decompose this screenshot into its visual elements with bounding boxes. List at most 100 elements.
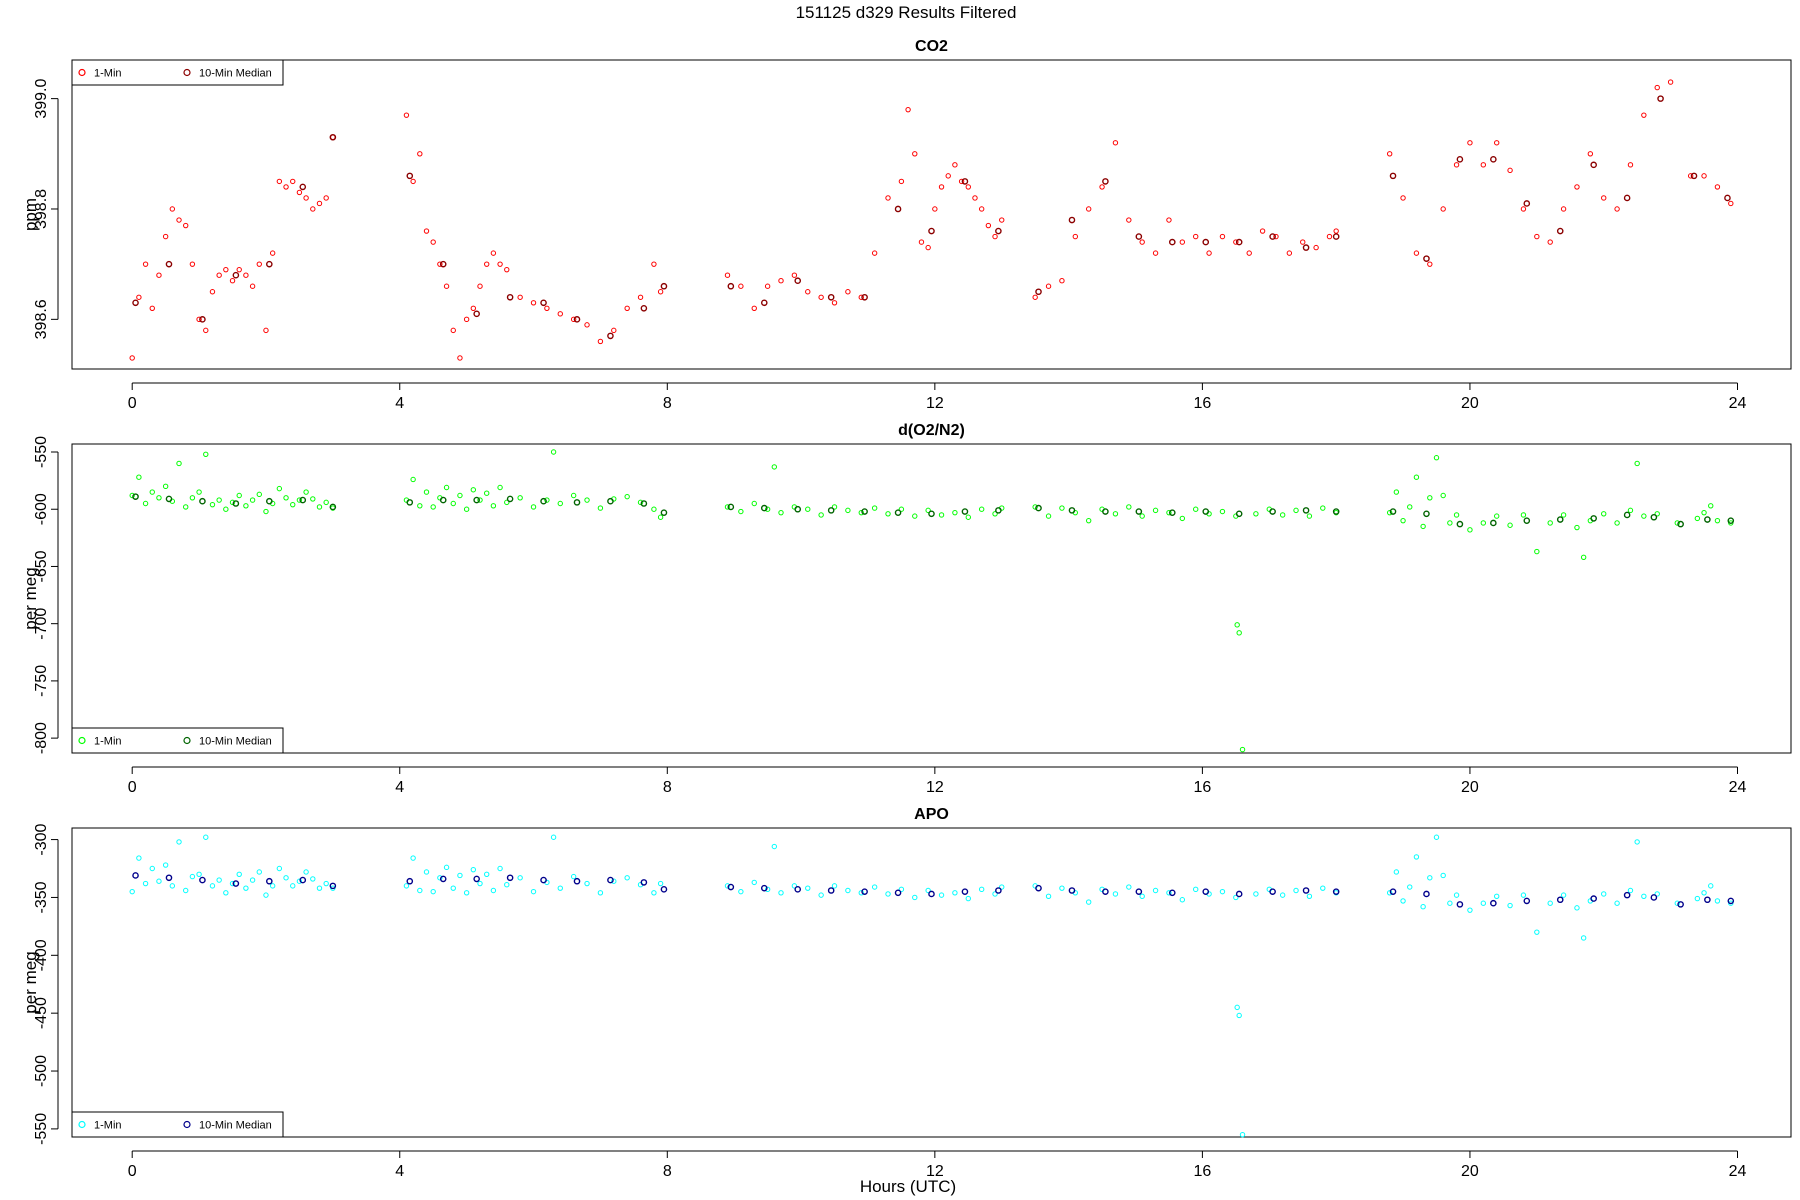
o2n2-point: [1112, 511, 1119, 517]
co2-point: [132, 299, 139, 307]
co2-point: [1300, 239, 1306, 245]
o2n2-point: [1068, 507, 1076, 514]
apo-point: [885, 891, 891, 897]
o2n2-point: [640, 500, 648, 507]
apo-point: [995, 887, 1002, 894]
co2-point: [1333, 228, 1339, 234]
co2-point: [136, 294, 142, 300]
o2n2-point: [760, 504, 768, 512]
co2-point: [129, 355, 135, 361]
o2n2-point: [299, 496, 307, 504]
co2-point: [1059, 278, 1065, 284]
apo-point: [1580, 935, 1587, 941]
o2n2-legend-label: 10-Min Median: [199, 736, 272, 748]
apo-point: [1179, 897, 1186, 903]
co2-point: [1313, 244, 1319, 251]
apo-point: [162, 862, 169, 868]
co2-x-tick-label: 8: [663, 395, 672, 412]
co2-point: [544, 305, 550, 312]
co2-point: [517, 294, 523, 300]
apo-point: [925, 887, 931, 894]
o2n2-x-tick-label: 20: [1461, 779, 1479, 796]
apo-point: [423, 869, 430, 875]
co2-point: [199, 316, 206, 323]
o2n2-point: [463, 506, 470, 512]
co2-point: [885, 195, 891, 201]
co2-point: [1534, 233, 1540, 240]
co2-point: [236, 266, 242, 273]
co2-panel-title: CO2: [915, 38, 948, 55]
apo-point: [189, 873, 196, 880]
apo-point: [149, 865, 155, 872]
o2n2-point: [439, 496, 447, 504]
o2n2-point: [978, 506, 985, 512]
apo-point: [831, 883, 838, 889]
apo-point: [1389, 888, 1397, 895]
o2n2-point: [1393, 489, 1400, 495]
co2-legend-label: 10-Min Median: [199, 68, 272, 80]
co2-point: [945, 173, 951, 179]
o2n2-point: [1420, 523, 1426, 530]
o2n2-point: [1580, 554, 1587, 560]
apo-point: [490, 887, 497, 894]
o2n2-point: [961, 508, 969, 515]
apo-point: [504, 882, 510, 888]
o2n2-point: [573, 499, 581, 506]
apo-point: [1574, 905, 1580, 911]
co2-point: [470, 305, 477, 312]
o2n2-point: [1166, 509, 1172, 516]
x-axis-label: Hours (UTC): [860, 1177, 956, 1196]
co2-point: [1690, 172, 1698, 180]
apo-y-tick-label: -550: [33, 1113, 50, 1145]
co2-point: [1467, 140, 1473, 146]
apo-point: [199, 876, 206, 884]
o2n2-point: [1433, 455, 1440, 461]
co2-point: [329, 133, 337, 141]
apo-point: [597, 890, 604, 896]
apo-point: [165, 874, 173, 882]
o2n2-panel-title: d(O2/N2): [898, 422, 965, 439]
o2n2-point: [1407, 504, 1413, 510]
apo-point: [1674, 900, 1680, 906]
apo-point: [249, 877, 256, 883]
o2n2-point: [1677, 520, 1684, 528]
o2n2-point: [871, 505, 878, 511]
apo-point: [727, 883, 735, 891]
co2-plot-frame: [71, 59, 1792, 370]
apo-point: [1694, 895, 1701, 902]
co2-point: [437, 261, 443, 267]
o2n2-point: [794, 505, 802, 513]
apo-point: [477, 880, 483, 887]
apo-point: [223, 890, 229, 896]
o2n2-point: [504, 499, 510, 506]
co2-point: [156, 272, 162, 278]
o2n2-point: [1641, 513, 1647, 519]
apo-point: [1453, 892, 1460, 898]
co2-point: [858, 294, 864, 300]
o2n2-point: [1193, 506, 1199, 512]
apo-point: [771, 843, 778, 850]
co2-point: [861, 293, 868, 301]
apo-point: [858, 890, 864, 896]
o2n2-point: [1332, 508, 1340, 515]
co2-point: [932, 206, 938, 212]
co2-point: [283, 184, 289, 190]
apo-point: [978, 886, 985, 893]
o2n2-point: [477, 497, 483, 503]
o2n2-point: [1623, 511, 1631, 519]
co2-point: [918, 239, 925, 245]
o2n2-point: [283, 495, 289, 501]
co2-point: [1302, 244, 1310, 251]
o2n2-legend-label: 1-Min: [94, 736, 122, 748]
o2n2-legend-marker: [183, 736, 191, 745]
co2-point: [961, 178, 969, 185]
apo-point: [540, 876, 547, 884]
o2n2-point: [310, 496, 316, 502]
apo-point: [132, 872, 139, 879]
co2-point: [530, 300, 537, 306]
co2-point: [290, 178, 296, 185]
o2n2-point: [1493, 513, 1500, 519]
co2-point: [316, 200, 323, 207]
apo-point: [660, 886, 668, 893]
apo-y-tick-label: -350: [33, 881, 50, 913]
